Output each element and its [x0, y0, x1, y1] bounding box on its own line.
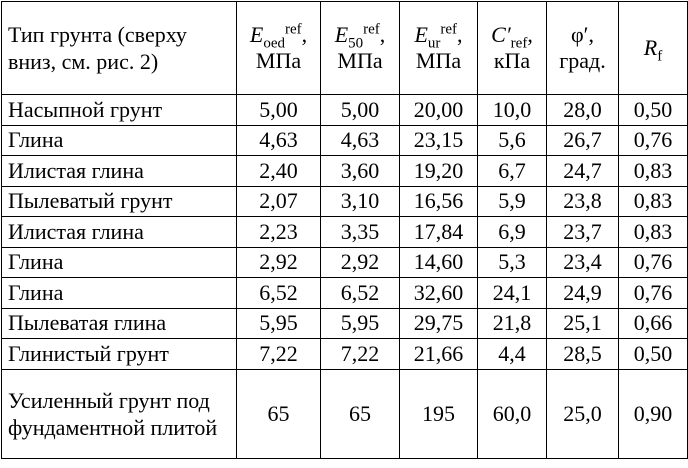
header-eoed: Eoedref, МПа [236, 1, 321, 95]
cell-cohesion: 4,4 [477, 338, 547, 370]
cell-friction-angle: 28,0 [546, 94, 619, 126]
table-row: Глинистый грунт 7,22 7,22 21,66 4,4 28,5 0,50 [1, 338, 688, 370]
cell-eur: 14,60 [399, 246, 478, 278]
cell-eur: 20,00 [399, 94, 478, 126]
cell-cohesion: 21,8 [477, 307, 547, 339]
cell-eur: 23,15 [399, 124, 478, 156]
cell-eur: 19,20 [399, 155, 478, 187]
cell-rf: 0,50 [618, 338, 688, 370]
cell-eur: 29,75 [399, 307, 478, 339]
soil-parameters-table: Тип грунта (сверху вниз, см. рис. 2) Eoe… [1, 1, 688, 459]
table-row: Глина 6,52 6,52 32,60 24,1 24,9 0,76 [1, 277, 688, 309]
cell-soil-type: Пылеватая глина [1, 307, 237, 339]
table-row: Насыпной грунт 5,00 5,00 20,00 10,0 28,0 0,50 [1, 94, 688, 126]
cell-friction-angle: 28,5 [546, 338, 619, 370]
cell-eur: 32,60 [399, 277, 478, 309]
cell-e50: 7,22 [320, 338, 400, 370]
cell-eoed: 5,95 [236, 307, 321, 339]
cell-soil-type: Глина [1, 246, 237, 278]
header-e50: E50ref, МПа [320, 1, 400, 95]
table-row: Илистая глина 2,40 3,60 19,20 6,7 24,7 0,83 [1, 155, 688, 187]
cell-rf: 0,83 [618, 216, 688, 248]
header-friction-angle: φ′, град. [546, 1, 619, 95]
cell-e50: 3,10 [320, 185, 400, 217]
cell-eur: 195 [399, 368, 478, 459]
cell-e50: 3,35 [320, 216, 400, 248]
cell-eur: 21,66 [399, 338, 478, 370]
cell-soil-type: Насыпной грунт [1, 94, 237, 126]
table-row: Усиленный грунт под фундаментной плитой 6… [1, 368, 688, 459]
table-row: Глина 4,63 4,63 23,15 5,6 26,7 0,76 [1, 124, 688, 156]
cell-e50: 65 [320, 368, 400, 459]
cell-friction-angle: 25,0 [546, 368, 619, 459]
table-row: Пылеватая глина 5,95 5,95 29,75 21,8 25,1 0,66 [1, 307, 688, 339]
header-soil-type: Тип грунта (сверху вниз, см. рис. 2) [1, 1, 237, 95]
cell-friction-angle: 23,7 [546, 216, 619, 248]
cell-eoed: 6,52 [236, 277, 321, 309]
cell-cohesion: 5,9 [477, 185, 547, 217]
header-rf: Rf [618, 1, 688, 95]
cell-friction-angle: 24,9 [546, 277, 619, 309]
cell-e50: 3,60 [320, 155, 400, 187]
cell-cohesion: 5,6 [477, 124, 547, 156]
header-row: Тип грунта (сверху вниз, см. рис. 2) Eoe… [1, 1, 688, 95]
cell-eoed: 2,40 [236, 155, 321, 187]
cell-eoed: 2,07 [236, 185, 321, 217]
cell-e50: 2,92 [320, 246, 400, 278]
cell-rf: 0,50 [618, 94, 688, 126]
cell-e50: 5,95 [320, 307, 400, 339]
cell-soil-type: Илистая глина [1, 155, 237, 187]
cell-e50: 6,52 [320, 277, 400, 309]
cell-soil-type: Глинистый грунт [1, 338, 237, 370]
cell-friction-angle: 26,7 [546, 124, 619, 156]
cell-eoed: 2,92 [236, 246, 321, 278]
cell-e50: 5,00 [320, 94, 400, 126]
cell-rf: 0,90 [618, 368, 688, 459]
cell-eoed: 7,22 [236, 338, 321, 370]
cell-cohesion: 60,0 [477, 368, 547, 459]
cell-rf: 0,76 [618, 277, 688, 309]
cell-rf: 0,83 [618, 185, 688, 217]
table-row: Пылеватый грунт 2,07 3,10 16,56 5,9 23,8 0,83 [1, 185, 688, 217]
cell-friction-angle: 25,1 [546, 307, 619, 339]
header-cohesion: C′ref, кПа [477, 1, 547, 95]
cell-soil-type: Пылеватый грунт [1, 185, 237, 217]
cell-soil-type: Илистая глина [1, 216, 237, 248]
cell-cohesion: 6,9 [477, 216, 547, 248]
cell-soil-type: Глина [1, 124, 237, 156]
table-row: Глина 2,92 2,92 14,60 5,3 23,4 0,76 [1, 246, 688, 278]
cell-e50: 4,63 [320, 124, 400, 156]
cell-rf: 0,76 [618, 124, 688, 156]
cell-rf: 0,76 [618, 246, 688, 278]
cell-eur: 17,84 [399, 216, 478, 248]
table-row: Илистая глина 2,23 3,35 17,84 6,9 23,7 0,83 [1, 216, 688, 248]
cell-cohesion: 5,3 [477, 246, 547, 278]
cell-cohesion: 6,7 [477, 155, 547, 187]
cell-rf: 0,83 [618, 155, 688, 187]
cell-soil-type: Глина [1, 277, 237, 309]
cell-eoed: 4,63 [236, 124, 321, 156]
cell-cohesion: 24,1 [477, 277, 547, 309]
cell-friction-angle: 23,8 [546, 185, 619, 217]
cell-eur: 16,56 [399, 185, 478, 217]
cell-rf: 0,66 [618, 307, 688, 339]
cell-cohesion: 10,0 [477, 94, 547, 126]
cell-eoed: 5,00 [236, 94, 321, 126]
cell-friction-angle: 23,4 [546, 246, 619, 278]
header-eur: Eurref, МПа [399, 1, 478, 95]
cell-friction-angle: 24,7 [546, 155, 619, 187]
cell-eoed: 2,23 [236, 216, 321, 248]
cell-eoed: 65 [236, 368, 321, 459]
cell-soil-type: Усиленный грунт под фундаментной плитой [1, 368, 237, 459]
